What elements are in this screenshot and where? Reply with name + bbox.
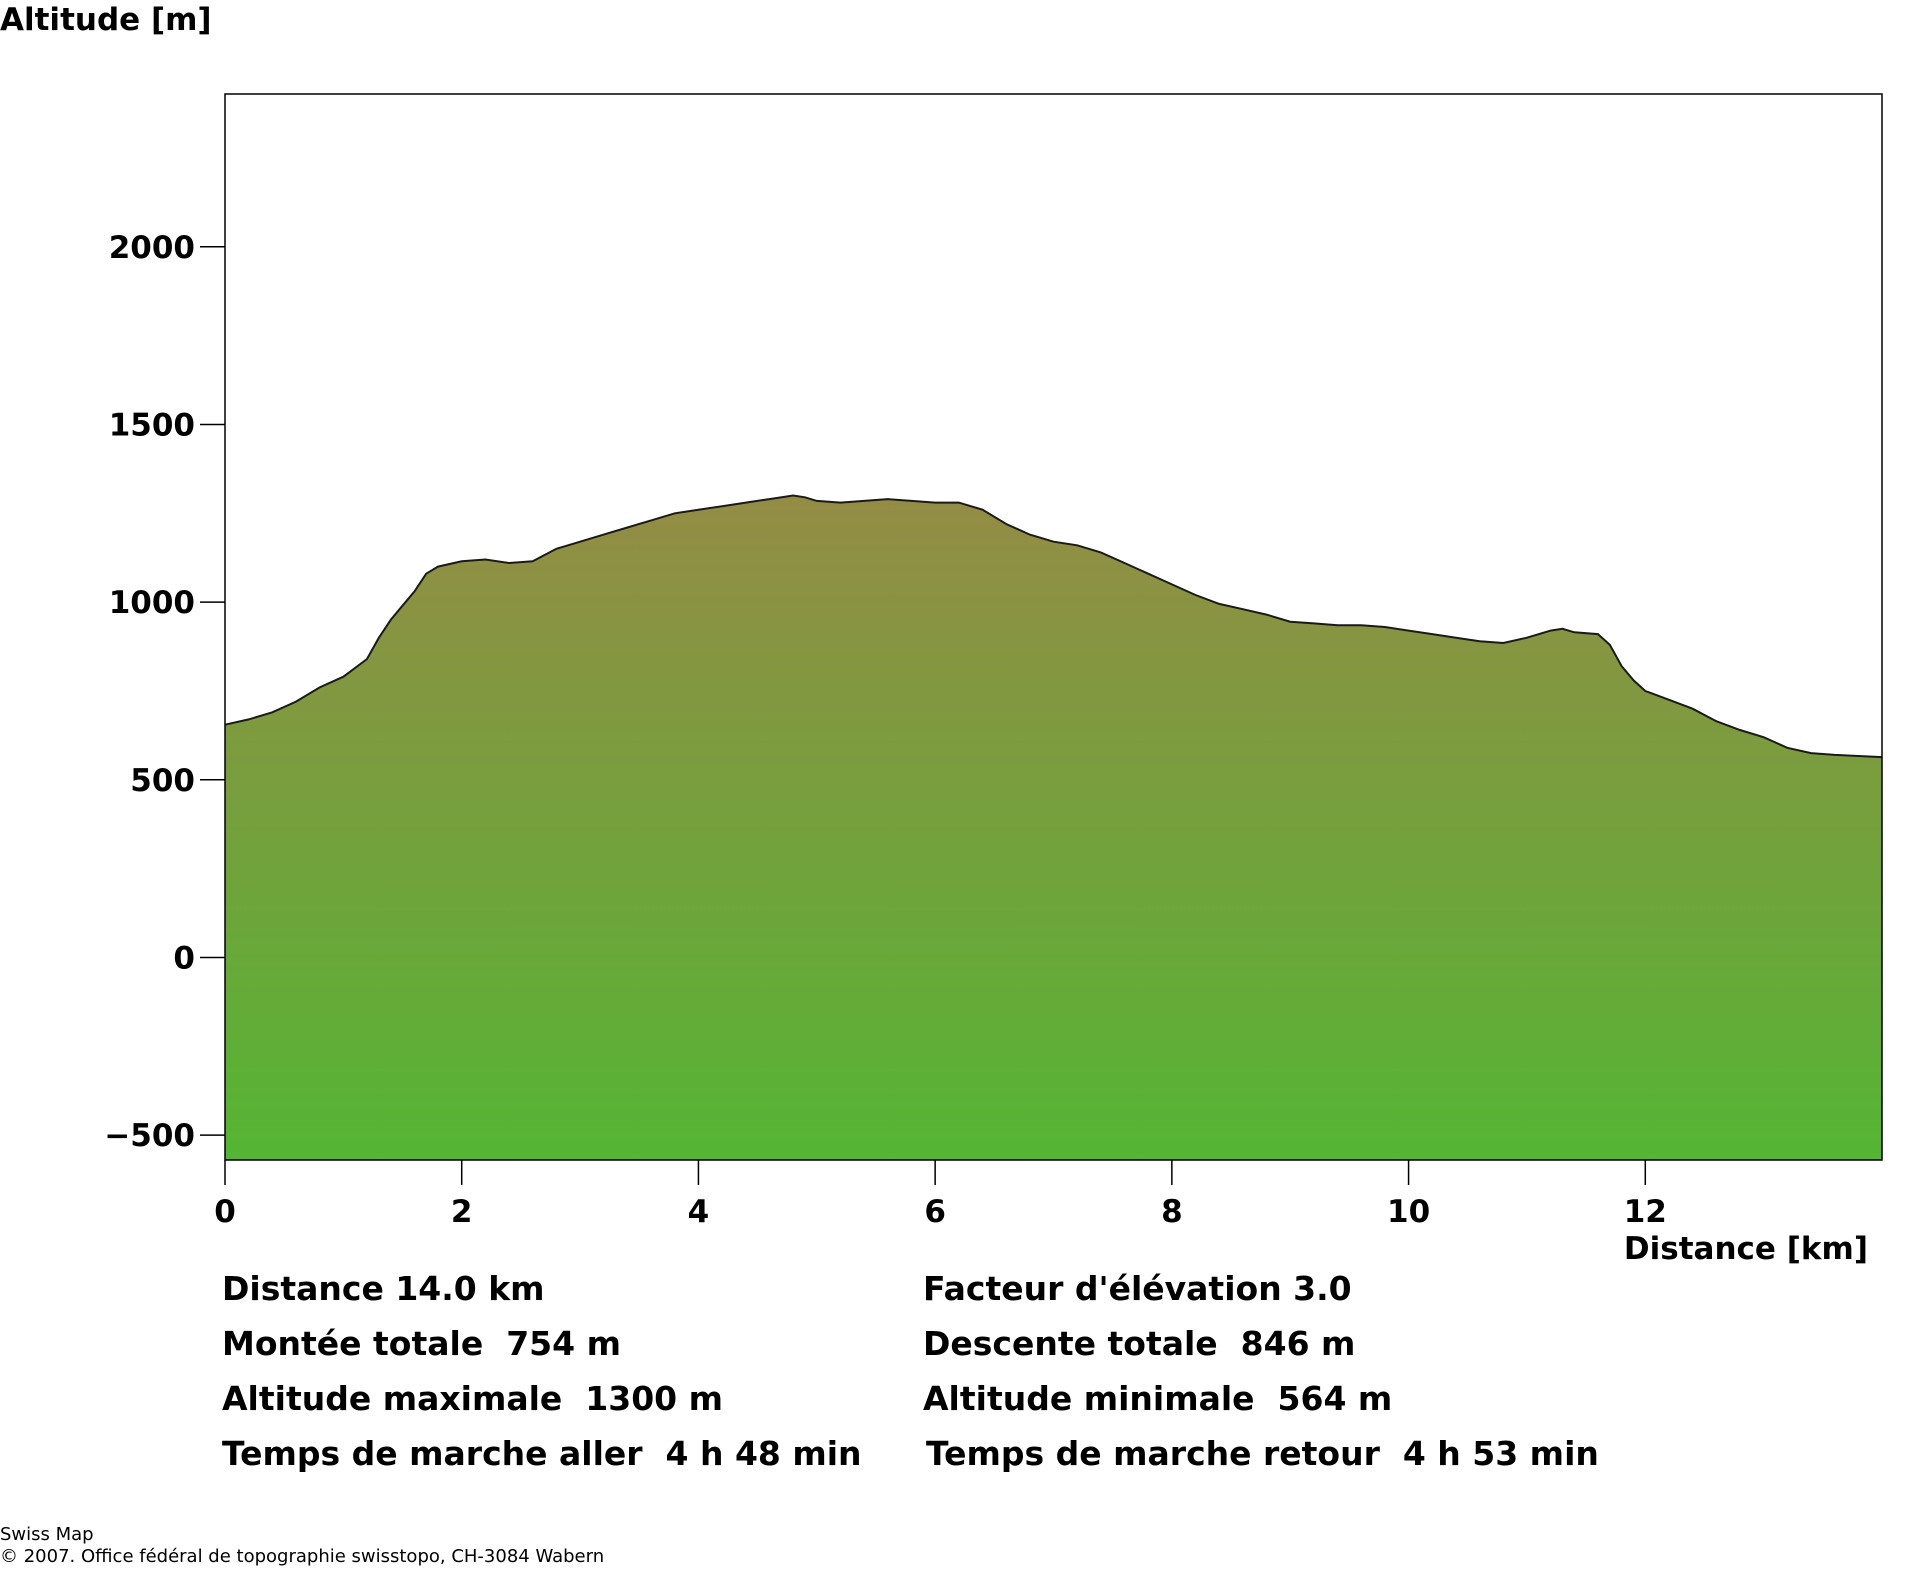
stat-elevation-factor: Facteur d'élévation 3.0 [923,1269,1352,1308]
x-tick-label: 6 [924,1194,946,1230]
stat-time-outbound: Temps de marche aller 4 h 48 min [222,1434,862,1473]
y-tick-label: 1000 [109,585,195,621]
stat-max-altitude: Altitude maximale 1300 m [222,1379,723,1418]
stat-total-descent: Descente totale 846 m [923,1324,1356,1363]
plot-frame [224,93,1883,1161]
x-tick-label: 10 [1387,1194,1430,1230]
stat-time-return: Temps de marche retour 4 h 53 min [926,1434,1599,1473]
elevation-area [225,495,1882,1160]
y-tick-label: −500 [104,1118,195,1154]
x-axis: 0 2 4 6 8 10 12 [214,1160,1667,1230]
y-tick-label: 2000 [109,230,195,266]
x-tick-label: 12 [1624,1194,1667,1230]
y-tick-label: 500 [130,763,195,799]
y-tick-label: 0 [173,940,195,976]
x-tick-label: 0 [214,1194,236,1230]
x-tick-label: 4 [688,1194,710,1230]
x-tick-label: 8 [1161,1194,1183,1230]
x-axis-title: Distance [km] [1624,1231,1868,1267]
footer-source: Swiss Map [0,1524,94,1545]
elevation-profile-line [224,494,1883,759]
x-tick-label: 2 [451,1194,473,1230]
y-axis: 2000 1500 1000 500 0 −500 [104,230,225,1154]
stat-distance: Distance 14.0 km [222,1269,545,1308]
stat-total-ascent: Montée totale 754 m [222,1324,621,1363]
footer-copyright: © 2007. Office fédéral de topographie sw… [0,1546,605,1567]
y-axis-title: Altitude [m] [0,2,212,38]
stat-min-altitude: Altitude minimale 564 m [923,1379,1393,1418]
y-tick-label: 1500 [109,407,195,443]
